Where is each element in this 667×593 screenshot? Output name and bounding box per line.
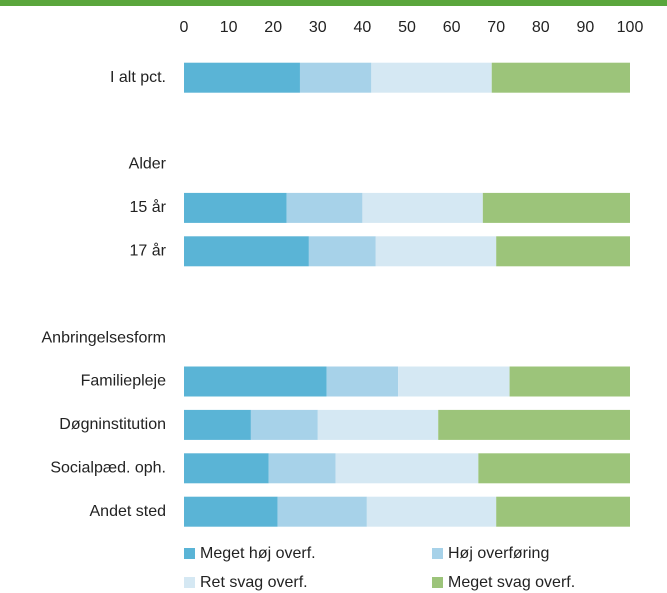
bar-segment bbox=[299, 62, 372, 93]
y-tick-label: Alder bbox=[129, 156, 167, 173]
legend-label: Ret svag overf. bbox=[200, 574, 308, 591]
bar-segment bbox=[286, 192, 363, 223]
x-tick-label: 50 bbox=[398, 19, 416, 36]
x-tick-label: 40 bbox=[354, 19, 372, 36]
bar-segment bbox=[184, 192, 287, 223]
bar-segment bbox=[308, 236, 376, 267]
bar-segment bbox=[184, 62, 300, 93]
bar-segment bbox=[277, 496, 367, 527]
bar-segment bbox=[326, 366, 399, 397]
x-tick-label: 10 bbox=[220, 19, 238, 36]
bar-segment bbox=[491, 62, 630, 93]
legend-swatch bbox=[432, 577, 443, 588]
bar-segment bbox=[184, 366, 327, 397]
top-band bbox=[0, 0, 667, 6]
bar-segment bbox=[482, 192, 630, 223]
x-tick-label: 90 bbox=[577, 19, 595, 36]
legend-label: Meget svag overf. bbox=[448, 574, 575, 591]
legend-label: Meget høj overf. bbox=[200, 545, 316, 562]
bar-segment bbox=[398, 366, 510, 397]
y-tick-label: Døgninstitution bbox=[59, 416, 166, 433]
bar-segment bbox=[184, 496, 278, 527]
bar-segment bbox=[438, 409, 630, 440]
bar-segment bbox=[184, 409, 251, 440]
bar-segment bbox=[509, 366, 630, 397]
bar-segment bbox=[335, 453, 479, 484]
legend-label: Høj overføring bbox=[448, 545, 549, 562]
y-tick-label: I alt pct. bbox=[110, 69, 166, 86]
legend-swatch bbox=[184, 548, 195, 559]
bar-segment bbox=[184, 453, 269, 484]
bar-segment bbox=[362, 192, 483, 223]
legend-swatch bbox=[184, 577, 195, 588]
x-tick-label: 80 bbox=[532, 19, 550, 36]
x-tick-label: 20 bbox=[264, 19, 282, 36]
bar-segment bbox=[250, 409, 318, 440]
x-tick-label: 70 bbox=[487, 19, 505, 36]
x-tick-label: 100 bbox=[617, 19, 644, 36]
y-tick-label: Familiepleje bbox=[81, 373, 166, 390]
x-tick-label: 30 bbox=[309, 19, 327, 36]
y-tick-label: Andet sted bbox=[90, 503, 167, 520]
bar-segment bbox=[496, 236, 630, 267]
legend-swatch bbox=[432, 548, 443, 559]
bar-segment bbox=[375, 236, 497, 267]
y-tick-label: Socialpæd. oph. bbox=[50, 460, 166, 477]
bar-segment bbox=[496, 496, 630, 527]
bar-segment bbox=[366, 496, 497, 527]
bar-segment bbox=[317, 409, 439, 440]
x-tick-label: 0 bbox=[180, 19, 189, 36]
bar-segment bbox=[184, 236, 309, 267]
bar-segment bbox=[371, 62, 492, 93]
bar-segment bbox=[268, 453, 336, 484]
x-tick-label: 60 bbox=[443, 19, 461, 36]
y-tick-label: 17 år bbox=[130, 242, 167, 260]
bar-segment bbox=[478, 453, 630, 484]
y-tick-label: Anbringelsesform bbox=[42, 329, 167, 346]
y-tick-label: 15 år bbox=[130, 198, 167, 216]
